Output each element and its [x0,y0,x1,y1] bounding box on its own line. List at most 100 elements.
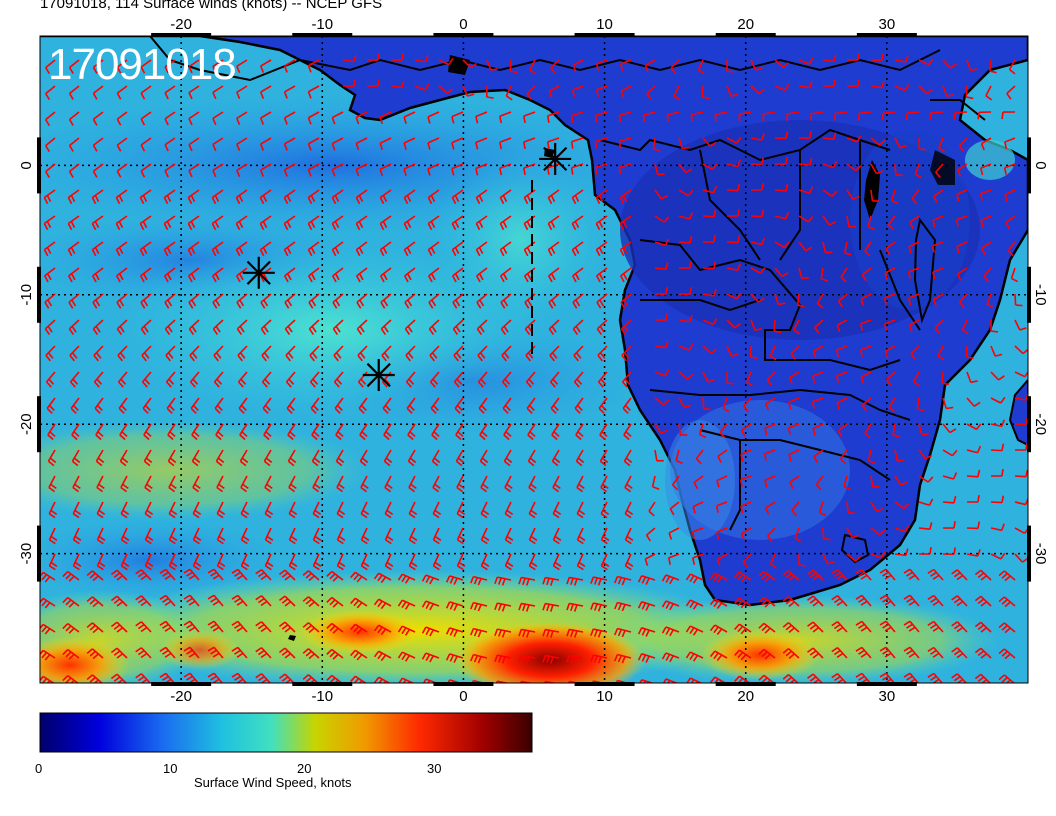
wind-barb [45,163,56,179]
wind-barb [140,137,152,152]
wind-barb [470,575,488,586]
wind-barb [702,209,717,218]
wind-barb [40,623,56,635]
wind-barb [788,397,800,410]
wind-barb [307,137,320,151]
wind-max [700,630,820,680]
wind-barb [261,345,272,362]
wind-barb [518,576,536,586]
wind-barb [212,293,224,309]
land-madagascar [1008,378,1028,447]
wind-barb [614,575,632,586]
wind-barb [548,319,560,336]
wind-barb [212,319,224,336]
wind-barb [451,267,464,283]
wind-barb [312,527,322,545]
wind-barb [379,267,392,283]
wind-barb [480,553,490,571]
wind-barb [110,621,128,633]
wind-barb [867,215,875,231]
wind-barb [183,568,200,581]
wind-barb [260,319,272,336]
wind-barb [119,449,129,467]
wind-barb [445,601,464,611]
wind-barb [726,263,741,272]
wind-barb [661,600,680,611]
wind-barb [67,215,80,231]
wind-barb [135,647,152,659]
axis-tick-bar [433,33,494,37]
wind-barb [451,111,464,124]
left-tick-label: 0 [18,161,35,169]
wind-barb [379,163,392,177]
wind-barb [93,371,104,388]
wind-barb [547,189,560,205]
axis-tick-bar [151,682,212,686]
wind-barb [702,397,711,411]
wind-barb [758,596,776,608]
wind-barb [264,553,274,571]
wind-barb [722,397,730,413]
wind-barb [504,527,514,545]
wind-barb [235,267,248,283]
wind-barb [307,59,320,73]
wind-barb [937,345,945,361]
axis-tick-bar [433,682,494,686]
wind-barb [966,494,980,503]
wind-barb [550,59,560,74]
wind-barb [648,501,656,517]
wind-barb [726,345,739,357]
wind-barb [350,597,368,609]
wind-barb [702,345,718,355]
wind-barb [168,475,177,493]
wind-barb [67,267,80,283]
wind-barb [408,501,418,519]
wind-barb [403,111,416,124]
wind-barb [807,569,824,581]
wind-barb [908,241,920,254]
wind-barb [762,111,776,122]
wind-barb [110,595,128,607]
wind-barb [837,423,848,438]
wind-barb [749,345,758,359]
wind-barb [216,501,226,519]
wind-barb [189,345,200,362]
wind-barb [979,189,992,201]
wind-barb [235,241,248,257]
wind-barb [716,527,728,540]
wind-barb [403,215,416,231]
wind-barb [187,267,200,283]
country-borders [149,36,941,82]
wind-barb [951,595,968,607]
wind-barb [810,111,824,121]
wind-barb [69,345,80,362]
wind-barb [594,111,608,123]
wind-barb [45,345,56,362]
left-tick-label: -10 [18,284,35,306]
wind-barb [478,397,488,414]
wind-barb [764,423,776,436]
wind-barb [119,423,128,441]
wind-barb [403,163,416,176]
wind-barb [822,241,833,254]
wind-barb [92,293,104,309]
wind-barb [407,423,416,441]
wind-barb [807,595,824,607]
axis-tick-bar [37,266,41,323]
wind-barb [668,527,680,540]
axis-tick-bar [292,682,353,686]
wind-barb [480,501,490,519]
wind-barb [595,241,608,257]
wind-barb [500,293,512,309]
wind-barb [355,241,368,257]
wind-barb [307,85,320,99]
wind-barb [236,137,248,152]
wind-barb [918,449,933,460]
wind-barb [546,163,560,175]
wind-barb [646,85,656,100]
wind-barb [259,163,272,177]
axis-tick-bar [151,33,212,37]
wind-barb [576,501,586,519]
wind-barb [566,628,584,638]
wind-barb [62,570,80,582]
